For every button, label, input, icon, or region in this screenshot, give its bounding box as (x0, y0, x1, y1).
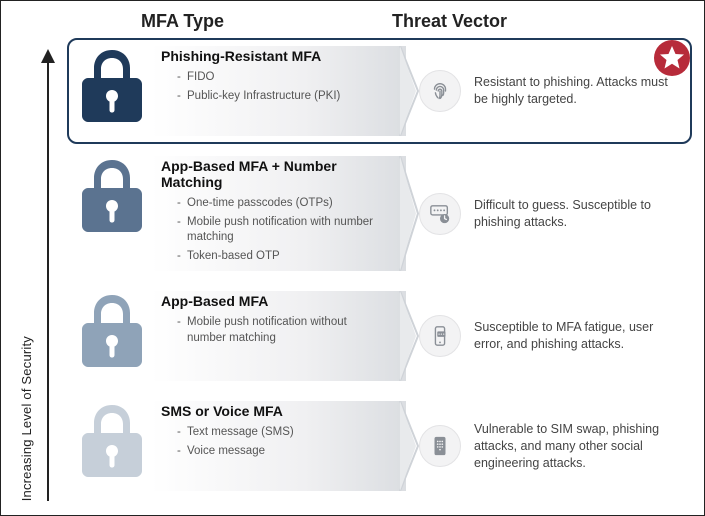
mfa-item-list: Mobile push notification without number … (161, 315, 388, 346)
otp-clock-icon (419, 193, 461, 235)
keypad-icon (419, 425, 461, 467)
row-sms-voice: SMS or Voice MFA Text message (SMS) Voic… (67, 393, 692, 499)
mfa-item: Token-based OTP (177, 249, 388, 265)
mfa-type-cell: SMS or Voice MFA Text message (SMS) Voic… (151, 401, 406, 491)
threat-icon-col (406, 291, 474, 381)
lock-icon (73, 46, 151, 136)
threat-text: Resistant to phishing. Attacks must be h… (474, 46, 682, 136)
star-badge-icon (652, 38, 692, 78)
column-headers: MFA Type Threat Vector (77, 11, 692, 32)
mfa-type-cell: App-Based MFA Mobile push notification w… (151, 291, 406, 381)
mfa-item: Mobile push notification without number … (177, 315, 388, 346)
threat-icon-col (406, 401, 474, 491)
mfa-item-list: One-time passcodes (OTPs) Mobile push no… (161, 196, 388, 264)
row-app-number-matching: App-Based MFA + Number Matching One-time… (67, 148, 692, 279)
mfa-item: Voice message (177, 444, 388, 460)
mfa-rows: Phishing-Resistant MFA FIDO Public-key I… (67, 38, 692, 499)
row-app-based: App-Based MFA Mobile push notification w… (67, 283, 692, 389)
mfa-title: App-Based MFA + Number Matching (161, 158, 388, 190)
lock-icon (73, 156, 151, 271)
lock-icon (73, 401, 151, 491)
mfa-item: FIDO (177, 70, 388, 86)
fingerprint-icon (419, 70, 461, 112)
mfa-title: App-Based MFA (161, 293, 388, 309)
mfa-item: Public-key Infrastructure (PKI) (177, 89, 388, 105)
threat-text: Vulnerable to SIM swap, phishing attacks… (474, 401, 682, 491)
infographic-frame: MFA Type Threat Vector Increasing Level … (13, 11, 692, 505)
axis-label: Increasing Level of Security (19, 336, 34, 501)
mfa-item: Mobile push notification with number mat… (177, 215, 388, 246)
mfa-title: Phishing-Resistant MFA (161, 48, 388, 64)
row-phishing-resistant: Phishing-Resistant MFA FIDO Public-key I… (67, 38, 692, 144)
mfa-type-cell: App-Based MFA + Number Matching One-time… (151, 156, 406, 271)
axis-arrow-line (47, 51, 49, 501)
mfa-item-list: Text message (SMS) Voice message (161, 425, 388, 459)
threat-icon-col (406, 46, 474, 136)
mfa-type-cell: Phishing-Resistant MFA FIDO Public-key I… (151, 46, 406, 136)
phone-message-icon (419, 315, 461, 357)
header-mfa-type: MFA Type (77, 11, 352, 32)
security-axis: Increasing Level of Security (13, 51, 67, 501)
mfa-item: Text message (SMS) (177, 425, 388, 441)
axis-arrow-head-icon (41, 49, 55, 63)
threat-text: Susceptible to MFA fatigue, user error, … (474, 291, 682, 381)
lock-icon (73, 291, 151, 381)
mfa-title: SMS or Voice MFA (161, 403, 388, 419)
threat-text: Difficult to guess. Susceptible to phish… (474, 156, 682, 271)
threat-icon-col (406, 156, 474, 271)
mfa-item-list: FIDO Public-key Infrastructure (PKI) (161, 70, 388, 104)
header-threat-vector: Threat Vector (352, 11, 692, 32)
mfa-item: One-time passcodes (OTPs) (177, 196, 388, 212)
